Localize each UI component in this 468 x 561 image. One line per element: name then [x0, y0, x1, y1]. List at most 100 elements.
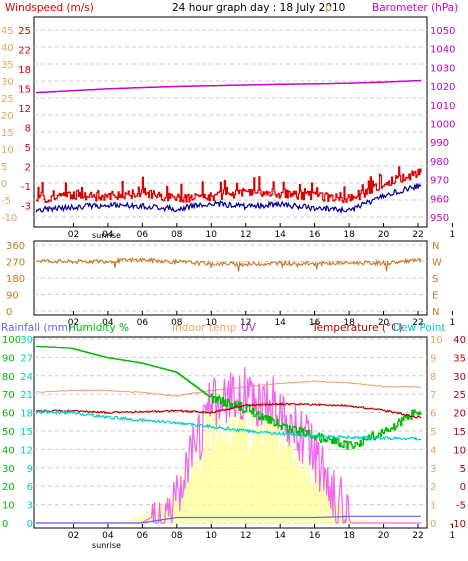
compass-axis-label: N: [432, 241, 439, 252]
compass-axis-label: S: [432, 274, 438, 285]
x-tick-label: 04: [102, 318, 114, 328]
rainfall-line: [36, 515, 421, 524]
x-tick-label: 04: [102, 531, 114, 541]
x-tick-label: 10: [206, 318, 218, 328]
direction-axis-label: 360: [6, 241, 25, 252]
sunrise-label-top: sunrise: [92, 231, 121, 240]
series-layer: [35, 79, 422, 524]
rain-axis-label: 27: [20, 353, 33, 364]
wind-axis-outer-label: 15: [1, 128, 14, 139]
chart-title: 24 hour graph day : 18 July 2010: [172, 2, 345, 14]
x-tick-label: 18: [343, 230, 355, 240]
dewpoint-label: Dew Point: [393, 322, 446, 334]
x-tick-label: 18: [343, 318, 355, 328]
wind-axis-inner-label: 25: [18, 26, 31, 37]
wind-axis-outer-label: 35: [1, 60, 14, 71]
rain-axis-label: 24: [20, 372, 33, 383]
x-tick-label: 14: [274, 230, 286, 240]
x-tick-label: 20: [378, 531, 390, 541]
humidity-axis-label: 50: [2, 427, 15, 438]
x-tick-label: 04: [102, 230, 114, 240]
barometer-line: [36, 79, 421, 94]
x-tick-label: 06: [137, 531, 149, 541]
uv-label: UV: [241, 322, 257, 334]
uv-axis-label: 3: [430, 464, 436, 475]
rain-axis-label: 12: [20, 445, 33, 456]
x-tick-label: 1: [450, 230, 456, 240]
x-tick-label: 20: [378, 230, 390, 240]
sunrise-label-bottom: sunrise: [92, 541, 121, 550]
temperature-label: Temperature (°C): [311, 322, 403, 334]
wind-axis-outer-label: 45: [1, 26, 14, 37]
uv-axis-label: 0: [430, 519, 436, 530]
x-tick-label: 06: [137, 230, 149, 240]
barometer-axis-label: 1040: [430, 45, 455, 56]
barometer-label: Barometer (hPa): [372, 2, 458, 14]
temperature-line: [35, 402, 422, 419]
compass-axis-label: N: [432, 307, 439, 318]
wind-axis-inner-label: 2: [25, 162, 31, 173]
windspeed-line: [36, 166, 422, 204]
header-mark: p ...: [325, 2, 345, 14]
x-tick-label: 02: [68, 531, 79, 541]
humidity-axis-label: 100: [2, 335, 21, 346]
direction-axis-label: 270: [6, 258, 25, 269]
indoor-temp-label: Indoor temp: [172, 322, 237, 334]
uv-axis-label: 2: [430, 482, 436, 493]
rain-axis-label: 30: [20, 335, 33, 346]
uv-axis-label: 4: [430, 445, 436, 456]
temperature-axis-label: 35: [453, 353, 466, 364]
uv-axis-label: 5: [430, 427, 436, 438]
uv-axis-label: 8: [430, 372, 436, 383]
uv-axis-label: 7: [430, 390, 436, 401]
rain-axis-label: 15: [20, 427, 33, 438]
wind-axis-inner-label: 12: [18, 104, 31, 115]
wind-axis-inner-label: -1: [21, 182, 31, 193]
barometer-axis-label: 960: [430, 194, 449, 205]
x-tick-label: 16: [309, 531, 321, 541]
barometer-axis-label: 980: [430, 157, 449, 168]
x-tick-label: 10: [206, 230, 218, 240]
x-tick-label: 08: [171, 531, 183, 541]
humidity-axis-label: 40: [2, 445, 15, 456]
x-tick-label: 14: [274, 318, 286, 328]
wind-direction-line: [35, 256, 422, 272]
x-tick-label: 08: [171, 318, 183, 328]
temperature-axis-label: 5: [460, 464, 466, 475]
uv-axis-label: 10: [430, 335, 443, 346]
wind-axis-inner-label: 22: [18, 45, 31, 56]
wind-axis-outer-label: 30: [1, 77, 14, 88]
x-tick-label: 20: [378, 318, 390, 328]
x-tick-label: 1: [450, 531, 456, 541]
rain-axis-label: 18: [20, 409, 33, 420]
temperature-panel-frame: [33, 336, 428, 529]
humidity-axis-label: 30: [2, 464, 15, 475]
humidity-axis-label: 20: [2, 482, 15, 493]
x-tick-label: 02: [68, 230, 79, 240]
barometer-axis-label: 990: [430, 138, 449, 149]
wind-axis-outer-label: 5: [1, 162, 7, 173]
wind-axis-outer-label: 40: [1, 43, 14, 54]
wind-axis-outer-label: 10: [1, 145, 14, 156]
wind-average-line: [35, 182, 422, 215]
humidity-label: Humidity %: [68, 322, 129, 334]
wind-panel-frame: [33, 16, 428, 228]
rain-axis-label: 0: [27, 519, 33, 530]
barometer-axis-label: 970: [430, 176, 449, 187]
x-tick-label: 08: [171, 230, 183, 240]
direction-axis-label: 0: [6, 307, 12, 318]
rainfall-label: Rainfall (mm): [1, 322, 72, 334]
humidity-axis-label: 0: [2, 519, 8, 530]
rain-axis-label: 6: [27, 482, 33, 493]
rain-axis-label: 9: [27, 464, 33, 475]
barometer-axis-label: 1010: [430, 101, 455, 112]
axis-labels-layer: 454035302520151050-5-102522181512852-1-3…: [1, 26, 466, 541]
barometer-axis-label: 1020: [430, 82, 455, 93]
temperature-axis-label: -10: [450, 519, 466, 530]
barometer-axis-label: 1050: [430, 26, 455, 37]
humidity-axis-label: 80: [2, 372, 15, 383]
wind-axis-outer-label: 25: [1, 94, 14, 105]
x-tick-label: 1: [450, 318, 456, 328]
wind-axis-outer-label: -5: [1, 196, 11, 207]
temperature-axis-label: -5: [456, 501, 466, 512]
